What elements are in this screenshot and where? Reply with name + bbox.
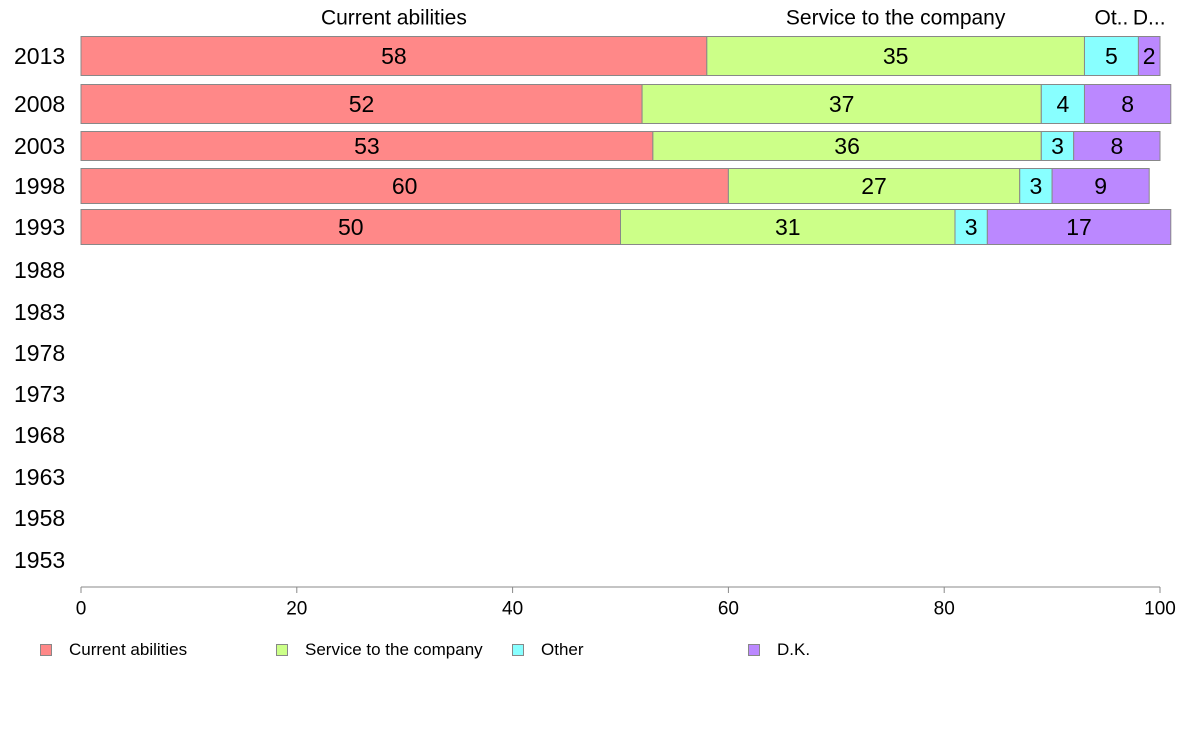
bar-service-to-the-company-2013 — [706, 36, 1085, 76]
bar-d-k-1993 — [986, 209, 1172, 245]
legend-label-current-abilities: Current abilities — [69, 640, 188, 659]
data-label-service-to-the-company-1993: 31 — [775, 214, 801, 240]
bar-d-k-2013 — [1137, 36, 1161, 76]
data-label-d-k-2003: 8 — [1110, 133, 1123, 159]
category-label-1988: 1988 — [14, 257, 65, 283]
legend-swatch-current-abilities — [40, 644, 52, 656]
legend-item-other: Other — [512, 638, 584, 662]
legend-item-service-to-the-company: Service to the company — [276, 638, 483, 662]
bar-other-1998 — [1019, 168, 1053, 204]
category-label-1983: 1983 — [14, 299, 65, 325]
data-label-current-abilities-1993: 50 — [338, 214, 364, 240]
x-tick-label-40: 40 — [502, 599, 523, 620]
category-label-1953: 1953 — [14, 547, 65, 573]
bar-service-to-the-company-1998 — [727, 168, 1021, 204]
chart-legend: Current abilities Service to the company… — [0, 638, 1188, 662]
data-label-current-abilities-2003: 53 — [354, 133, 380, 159]
legend-label-dk: D.K. — [777, 640, 811, 659]
bar-service-to-the-company-2003 — [652, 131, 1042, 161]
category-label-2003: 2003 — [14, 133, 65, 159]
category-label-2008: 2008 — [14, 91, 65, 117]
legend-label-service-to-the-company: Service to the company — [305, 640, 483, 659]
bar-current-abilities-1998 — [80, 168, 729, 204]
top-label-other: Ot.. — [1095, 7, 1129, 30]
data-label-d-k-2008: 8 — [1121, 91, 1134, 117]
data-label-other-1993: 3 — [965, 214, 978, 240]
bar-other-1993 — [954, 209, 988, 245]
legend-item-current-abilities: Current abilities — [40, 638, 187, 662]
bar-current-abilities-2013 — [80, 36, 708, 76]
category-label-2013: 2013 — [14, 43, 65, 69]
data-label-d-k-1993: 17 — [1066, 214, 1092, 240]
bar-d-k-2008 — [1083, 84, 1172, 124]
x-tick-label-60: 60 — [718, 599, 739, 620]
data-label-service-to-the-company-2013: 35 — [883, 43, 909, 69]
legend-label-other: Other — [541, 640, 584, 659]
data-label-other-1998: 3 — [1030, 173, 1043, 199]
bar-other-2008 — [1040, 84, 1085, 124]
category-label-1978: 1978 — [14, 340, 65, 366]
category-label-1973: 1973 — [14, 381, 65, 407]
data-label-service-to-the-company-1998: 27 — [861, 173, 887, 199]
category-label-1963: 1963 — [14, 464, 65, 490]
bar-d-k-1998 — [1051, 168, 1150, 204]
bar-other-2013 — [1083, 36, 1139, 76]
data-label-service-to-the-company-2008: 37 — [829, 91, 855, 117]
category-label-1998: 1998 — [14, 173, 65, 199]
x-tick-label-0: 0 — [76, 599, 87, 620]
legend-swatch-other — [512, 644, 524, 656]
top-label-d-k: D... — [1133, 7, 1166, 30]
category-label-1968: 1968 — [14, 422, 65, 448]
category-label-1958: 1958 — [14, 505, 65, 531]
bar-current-abilities-1993 — [80, 209, 621, 245]
data-label-other-2003: 3 — [1051, 133, 1064, 159]
data-label-d-k-1998: 9 — [1094, 173, 1107, 199]
legend-swatch-service-to-the-company — [276, 644, 288, 656]
top-label-current-abilities: Current abilities — [321, 7, 467, 30]
data-label-d-k-2013: 2 — [1143, 43, 1156, 69]
top-label-service-to-the-company: Service to the company — [786, 7, 1006, 30]
data-label-other-2008: 4 — [1056, 91, 1069, 117]
category-label-1993: 1993 — [14, 214, 65, 240]
data-label-other-2013: 5 — [1105, 43, 1118, 69]
bar-d-k-2003 — [1073, 131, 1161, 161]
data-label-service-to-the-company-2003: 36 — [834, 133, 860, 159]
data-label-current-abilities-2008: 52 — [349, 91, 375, 117]
bar-other-2003 — [1040, 131, 1075, 161]
bar-current-abilities-2008 — [80, 84, 643, 124]
x-tick-label-100: 100 — [1144, 599, 1176, 620]
legend-item-dk: D.K. — [748, 638, 810, 662]
data-label-current-abilities-1998: 60 — [392, 173, 418, 199]
bar-service-to-the-company-1993 — [620, 209, 956, 245]
legend-swatch-dk — [748, 644, 760, 656]
data-label-current-abilities-2013: 58 — [381, 43, 407, 69]
bar-service-to-the-company-2008 — [641, 84, 1042, 124]
x-tick-label-20: 20 — [286, 599, 307, 620]
stacked-bar-chart: 2013200820031998199319881983197819731968… — [14, 7, 1176, 620]
x-tick-label-80: 80 — [934, 599, 955, 620]
bar-current-abilities-2003 — [80, 131, 654, 161]
